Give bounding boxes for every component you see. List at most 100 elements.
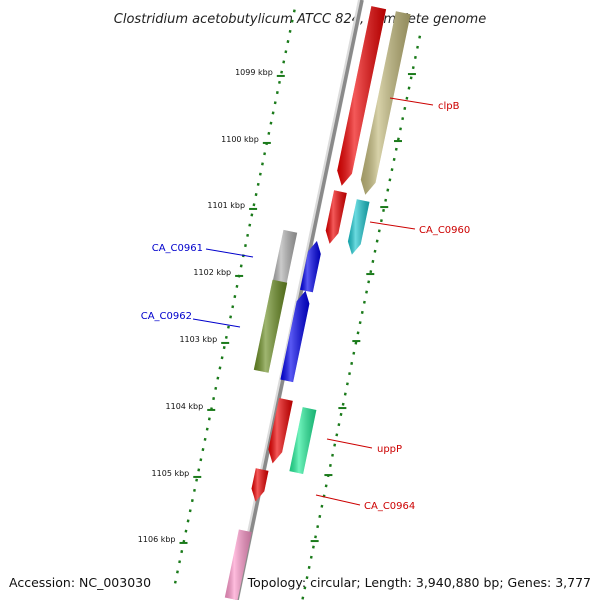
minor-tick-left: [213, 397, 214, 400]
minor-tick-right: [341, 413, 342, 416]
minor-tick-right: [366, 291, 367, 294]
map-title: Clostridium acetobutylicum ATCC 824, com…: [114, 12, 486, 27]
minor-tick-right: [394, 158, 395, 161]
minor-tick-right: [337, 434, 338, 437]
minor-tick-left: [232, 305, 233, 308]
minor-tick-left: [196, 479, 197, 482]
minor-tick-right: [377, 240, 378, 243]
minor-tick-right: [379, 230, 380, 233]
minor-tick-left: [224, 346, 225, 349]
minor-tick-left: [256, 193, 257, 196]
minor-tick-left: [190, 509, 191, 512]
minor-tick-right: [334, 444, 335, 447]
minor-tick-left: [186, 530, 187, 533]
minor-tick-left: [271, 122, 272, 125]
minor-tick-left: [279, 81, 280, 84]
minor-tick-left: [209, 418, 210, 421]
minor-tick-left: [283, 61, 284, 64]
minor-tick-right: [402, 117, 403, 120]
gene-label[interactable]: CA_C0964: [364, 501, 415, 512]
minor-tick-left: [264, 152, 265, 155]
tick-label: 1106 kbp: [138, 535, 176, 544]
minor-tick-right: [373, 260, 374, 263]
minor-tick-left: [207, 428, 208, 431]
minor-tick-right: [419, 36, 420, 39]
minor-tick-left: [203, 448, 204, 451]
minor-tick-right: [309, 566, 310, 569]
minor-tick-right: [413, 66, 414, 69]
minor-tick-right: [400, 128, 401, 131]
minor-tick-left: [198, 469, 199, 472]
minor-tick-left: [281, 71, 282, 74]
minor-tick-right: [390, 179, 391, 182]
minor-tick-left: [247, 234, 248, 237]
minor-tick-left: [230, 316, 231, 319]
minor-tick-right: [303, 597, 304, 600]
minor-tick-right: [354, 352, 355, 355]
gene-label[interactable]: CA_C0962: [141, 311, 192, 322]
minor-tick-left: [245, 244, 246, 247]
gene-reverse[interactable]: [272, 230, 297, 287]
minor-tick-left: [269, 132, 270, 135]
minor-tick-left: [275, 101, 276, 104]
tick-label: 1099 kbp: [235, 68, 273, 77]
minor-tick-left: [222, 356, 223, 359]
minor-tick-right: [343, 403, 344, 406]
minor-tick-right: [313, 546, 314, 549]
leader-line: [327, 439, 372, 448]
minor-tick-right: [311, 556, 312, 559]
leader-line: [370, 222, 415, 229]
minor-tick-left: [294, 10, 295, 13]
gene-forward[interactable]: [289, 407, 316, 474]
minor-tick-left: [292, 20, 293, 23]
tick-label: 1104 kbp: [166, 402, 204, 411]
gene-forward[interactable]: [348, 199, 370, 254]
gene-label[interactable]: clpB: [438, 101, 460, 112]
minor-tick-right: [415, 56, 416, 59]
minor-tick-left: [286, 50, 287, 53]
minor-tick-right: [405, 107, 406, 110]
minor-tick-left: [237, 285, 238, 288]
minor-tick-left: [277, 91, 278, 94]
minor-tick-right: [345, 393, 346, 396]
minor-tick-left: [179, 560, 180, 563]
minor-tick-right: [332, 454, 333, 457]
minor-tick-left: [249, 224, 250, 227]
minor-tick-right: [398, 138, 399, 141]
gene-forward[interactable]: [326, 190, 347, 243]
minor-tick-right: [347, 383, 348, 386]
tick-label: 1102 kbp: [193, 268, 231, 277]
gene-arrow-shading: [254, 280, 287, 373]
gene-arrow-shading: [348, 199, 370, 254]
minor-tick-left: [262, 163, 263, 166]
tick-label: 1100 kbp: [221, 135, 259, 144]
minor-tick-right: [315, 536, 316, 539]
summary-text: Topology: circular; Length: 3,940,880 bp…: [247, 575, 591, 590]
gene-label[interactable]: CA_C0960: [419, 225, 470, 236]
minor-tick-right: [349, 372, 350, 375]
minor-tick-right: [322, 505, 323, 508]
minor-tick-right: [326, 485, 327, 488]
minor-tick-left: [181, 550, 182, 553]
minor-tick-right: [371, 270, 372, 273]
minor-tick-left: [201, 458, 202, 461]
minor-tick-right: [358, 332, 359, 335]
minor-tick-right: [396, 148, 397, 151]
leader-line: [316, 495, 360, 505]
gene-reverse[interactable]: [254, 280, 287, 373]
tick-label: 1103 kbp: [179, 335, 217, 344]
minor-tick-right: [362, 311, 363, 314]
gene-label[interactable]: CA_C0961: [152, 243, 203, 254]
minor-tick-right: [356, 342, 357, 345]
minor-tick-left: [252, 214, 253, 217]
minor-tick-left: [226, 336, 227, 339]
tick-label: 1101 kbp: [207, 201, 245, 210]
minor-tick-left: [215, 387, 216, 390]
minor-tick-left: [273, 112, 274, 115]
minor-tick-right: [317, 525, 318, 528]
gene-label[interactable]: uppP: [377, 444, 402, 455]
minor-tick-left: [188, 520, 189, 523]
minor-tick-left: [177, 571, 178, 574]
minor-tick-right: [368, 281, 369, 284]
minor-tick-left: [205, 438, 206, 441]
